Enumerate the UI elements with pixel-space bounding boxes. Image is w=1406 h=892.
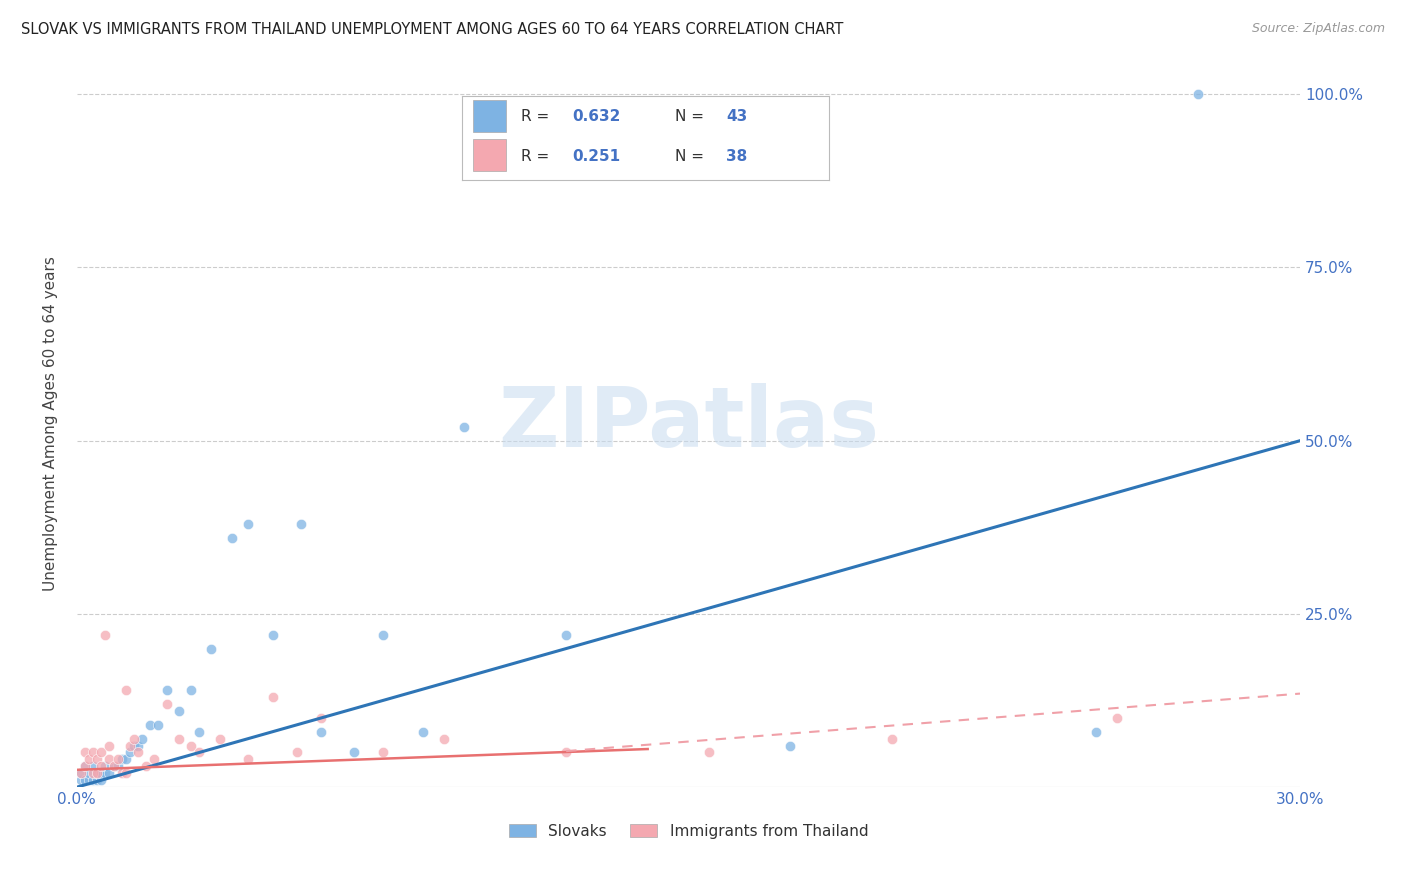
Point xyxy=(114,683,136,698)
Point xyxy=(122,731,145,746)
Point xyxy=(77,752,100,766)
Point xyxy=(139,718,162,732)
Point xyxy=(107,752,129,766)
Text: Source: ZipAtlas.com: Source: ZipAtlas.com xyxy=(1251,22,1385,36)
Point xyxy=(103,759,125,773)
Point xyxy=(1105,711,1128,725)
Point xyxy=(167,704,190,718)
Point xyxy=(155,697,177,711)
Point xyxy=(73,759,96,773)
Point xyxy=(70,766,93,780)
Point xyxy=(86,766,108,780)
Point xyxy=(77,773,100,788)
Point xyxy=(131,731,153,746)
Point xyxy=(94,759,117,773)
Point xyxy=(73,759,96,773)
Point xyxy=(90,766,112,780)
Point xyxy=(200,641,222,656)
Point xyxy=(86,773,108,788)
Point xyxy=(70,766,93,780)
Point xyxy=(114,766,136,780)
Point xyxy=(180,739,202,753)
Point xyxy=(82,766,104,780)
Point xyxy=(98,766,121,780)
Point xyxy=(98,752,121,766)
Point xyxy=(118,746,141,760)
Point xyxy=(555,628,578,642)
Point xyxy=(82,773,104,788)
Point xyxy=(1085,724,1108,739)
Point xyxy=(155,683,177,698)
Y-axis label: Unemployment Among Ages 60 to 64 years: Unemployment Among Ages 60 to 64 years xyxy=(44,256,58,591)
Point xyxy=(290,516,312,531)
Point xyxy=(111,752,134,766)
Point xyxy=(188,724,211,739)
Point xyxy=(86,766,108,780)
Point xyxy=(70,773,93,788)
Point xyxy=(882,731,904,746)
Point xyxy=(208,731,231,746)
Point xyxy=(779,739,801,753)
Point xyxy=(188,746,211,760)
Point xyxy=(127,739,149,753)
Point xyxy=(180,683,202,698)
Point xyxy=(73,746,96,760)
Point xyxy=(697,746,720,760)
Point xyxy=(167,731,190,746)
Point xyxy=(412,724,434,739)
Point xyxy=(122,739,145,753)
Point xyxy=(221,531,243,545)
Point xyxy=(94,628,117,642)
Point xyxy=(107,759,129,773)
Point xyxy=(73,773,96,788)
Point xyxy=(82,759,104,773)
Point xyxy=(77,766,100,780)
Legend: Slovaks, Immigrants from Thailand: Slovaks, Immigrants from Thailand xyxy=(502,818,875,845)
Point xyxy=(148,718,170,732)
Point xyxy=(98,739,121,753)
Point xyxy=(311,724,333,739)
Point xyxy=(118,739,141,753)
Point xyxy=(555,746,578,760)
Point xyxy=(111,766,134,780)
Point xyxy=(103,759,125,773)
Point xyxy=(114,752,136,766)
Point xyxy=(143,752,166,766)
Point xyxy=(371,628,394,642)
Point xyxy=(94,766,117,780)
Point xyxy=(82,746,104,760)
Point xyxy=(433,731,456,746)
Point xyxy=(371,746,394,760)
Point xyxy=(453,420,475,434)
Point xyxy=(311,711,333,725)
Point xyxy=(343,746,366,760)
Point xyxy=(135,759,157,773)
Point xyxy=(285,746,308,760)
Point xyxy=(262,628,284,642)
Point xyxy=(236,516,259,531)
Point xyxy=(127,746,149,760)
Point xyxy=(236,752,259,766)
Text: ZIPatlas: ZIPatlas xyxy=(498,383,879,464)
Point xyxy=(90,759,112,773)
Point xyxy=(86,752,108,766)
Text: SLOVAK VS IMMIGRANTS FROM THAILAND UNEMPLOYMENT AMONG AGES 60 TO 64 YEARS CORREL: SLOVAK VS IMMIGRANTS FROM THAILAND UNEMP… xyxy=(21,22,844,37)
Point xyxy=(1187,87,1209,102)
Point xyxy=(90,746,112,760)
Point xyxy=(262,690,284,704)
Point xyxy=(90,773,112,788)
